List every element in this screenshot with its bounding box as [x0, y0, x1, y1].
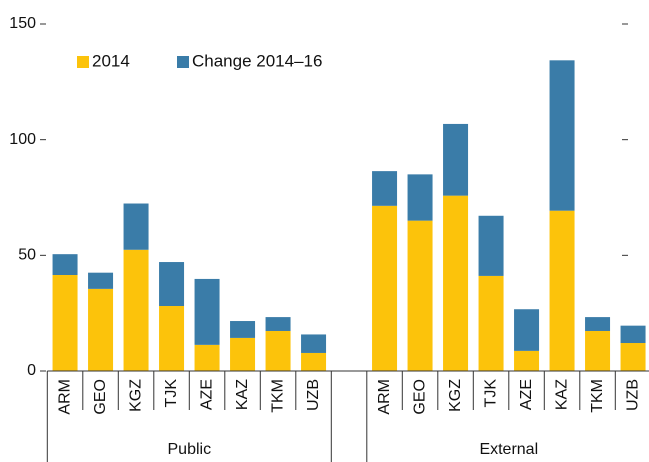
- bar-segment: [478, 215, 504, 276]
- bar-segment: [230, 337, 256, 371]
- bar-segment: [88, 288, 114, 371]
- bar-segment: [620, 325, 646, 344]
- bar-segment: [194, 344, 220, 371]
- y-tick-label: 100: [9, 131, 36, 148]
- bar-segment: [123, 203, 149, 250]
- bar-segment: [585, 317, 611, 331]
- x-tick-label: KGZ: [447, 379, 464, 412]
- bar-segment: [52, 274, 78, 371]
- bar-segment: [265, 317, 291, 331]
- bar-segment: [407, 174, 433, 221]
- x-tick-label: ARM: [56, 379, 73, 415]
- bar-segment: [301, 352, 327, 371]
- bar-segment: [549, 210, 575, 371]
- bar-segment: [194, 278, 220, 345]
- bar-segment: [514, 350, 540, 371]
- legend-swatch: [177, 56, 189, 68]
- bar-segment: [443, 195, 469, 371]
- x-tick-label: KGZ: [127, 379, 144, 412]
- legend-swatch: [77, 56, 89, 68]
- x-tick-label: TKM: [269, 379, 286, 413]
- bar-segment: [620, 343, 646, 371]
- x-tick-label: GEO: [92, 379, 109, 415]
- x-tick-label: GEO: [411, 379, 428, 415]
- bar-segment: [478, 275, 504, 371]
- bar-segment: [443, 123, 469, 196]
- bar-segment: [52, 254, 78, 275]
- x-tick-label: KAZ: [553, 379, 570, 410]
- bar-segment: [159, 305, 185, 371]
- bar-segment: [159, 262, 185, 306]
- y-tick-label: 50: [18, 247, 36, 264]
- group-label: Public: [168, 441, 212, 458]
- bar-segment: [123, 249, 149, 371]
- x-tick-label: AZE: [198, 379, 215, 410]
- bar-segment: [514, 309, 540, 351]
- x-tick-label: TKM: [589, 379, 606, 413]
- x-tick-label: AZE: [518, 379, 535, 410]
- group-label: External: [479, 441, 538, 458]
- y-tick-label: 0: [27, 362, 36, 379]
- x-tick-label: ARM: [376, 379, 393, 415]
- x-tick-label: KAZ: [234, 379, 251, 410]
- bar-segment: [265, 330, 291, 371]
- bar-segment: [585, 330, 611, 371]
- bar-segment: [372, 205, 398, 371]
- bar-segment: [301, 334, 327, 353]
- x-tick-label: UZB: [624, 379, 641, 411]
- bar-segment: [230, 321, 256, 338]
- x-tick-label: TJK: [482, 379, 499, 408]
- bar-segment: [88, 272, 114, 289]
- legend-label: 2014: [92, 51, 130, 70]
- bar-segment: [372, 171, 398, 206]
- x-tick-label: TJK: [163, 379, 180, 408]
- y-tick-label: 150: [9, 15, 36, 32]
- bar-segment: [549, 60, 575, 211]
- bar-segment: [407, 220, 433, 371]
- x-tick-label: UZB: [305, 379, 322, 411]
- legend-label: Change 2014–16: [192, 51, 322, 70]
